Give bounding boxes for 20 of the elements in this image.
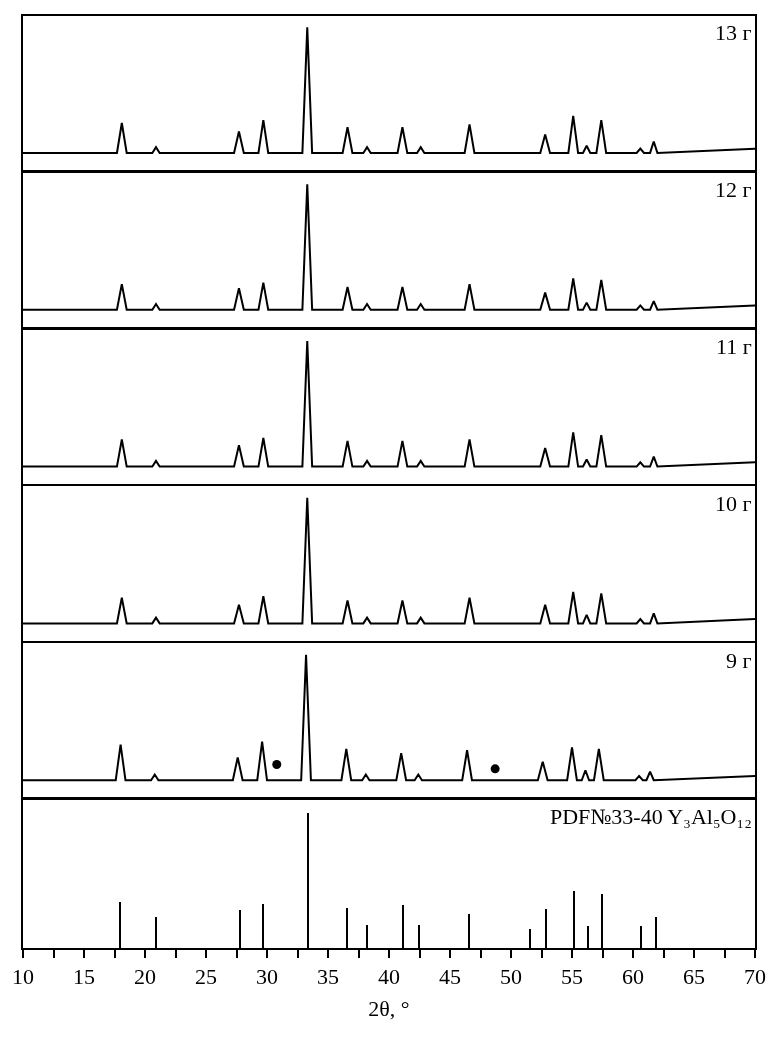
x-tick-label: 45 (439, 964, 461, 990)
x-tick-label: 10 (12, 964, 34, 990)
x-tick-label: 20 (134, 964, 156, 990)
x-tick-label: 50 (500, 964, 522, 990)
text: PDF№33-40 Y₃Al₅O₁₂ (550, 804, 752, 829)
text: 9 г (726, 648, 752, 673)
x-axis-title: 2θ, ° (368, 995, 410, 1021)
text: 13 г (715, 20, 752, 45)
x-tick-label: 65 (683, 964, 705, 990)
x-tick-label: 60 (622, 964, 644, 990)
x-tick-label: 30 (256, 964, 278, 990)
x-tick-label: 55 (561, 964, 583, 990)
x-tick-label: 25 (195, 964, 217, 990)
x-tick-label: 15 (73, 964, 95, 990)
x-tick-label: 40 (378, 964, 400, 990)
x-tick-label: 70 (744, 964, 766, 990)
text: 12 г (715, 177, 752, 202)
text: 11 г (716, 334, 752, 359)
text: 10 г (715, 491, 752, 516)
x-tick-label: 35 (317, 964, 339, 990)
